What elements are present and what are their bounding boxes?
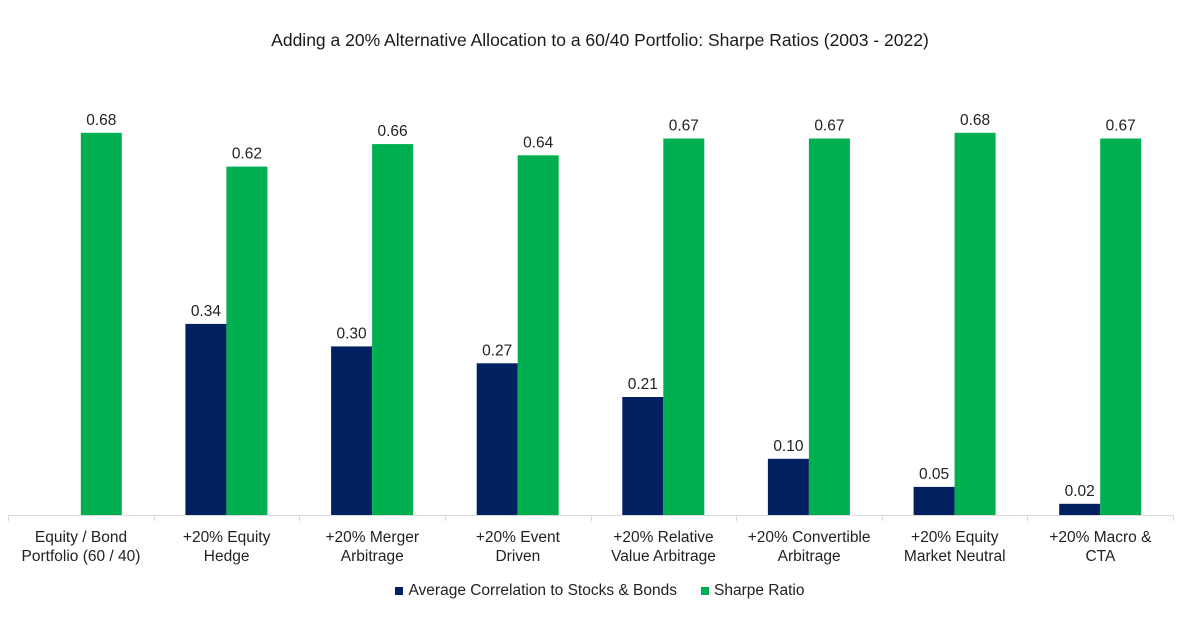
data-label-sharpe: 0.68 (960, 112, 990, 129)
data-label-correlation: 0.05 (919, 466, 949, 483)
x-tick-label: +20% Event Driven (475, 529, 560, 565)
data-label-sharpe: 0.67 (1106, 118, 1136, 135)
bar-correlation (622, 397, 664, 515)
bar-sharpe (808, 138, 850, 515)
legend-swatch-correlation (395, 587, 404, 595)
x-tick-label: +20% Convertible Arbitrage (747, 529, 871, 565)
data-label-correlation: 0.34 (191, 303, 222, 320)
bar-sharpe (663, 138, 705, 515)
legend-item-sharpe: Sharpe Ratio (701, 582, 805, 600)
data-label-correlation: 0.30 (337, 325, 368, 342)
bar-correlation (1059, 503, 1101, 515)
data-label-sharpe: 0.64 (523, 134, 554, 151)
legend: Average Correlation to Stocks & Bonds Sh… (0, 582, 1200, 600)
chart-title: Adding a 20% Alternative Allocation to a… (271, 30, 929, 50)
data-label-correlation: 0.21 (628, 376, 658, 393)
data-label-sharpe: 0.66 (378, 123, 408, 140)
bar-correlation (185, 323, 227, 515)
x-tick-label: Equity / Bond Portfolio (60 / 40) (21, 529, 141, 565)
bar-sharpe (954, 132, 996, 516)
data-label-sharpe: 0.67 (814, 118, 844, 135)
bar-correlation (913, 486, 955, 515)
legend-label-correlation: Average Correlation to Stocks & Bonds (408, 582, 678, 599)
bar-correlation (767, 458, 809, 515)
legend-item-correlation: Average Correlation to Stocks & Bonds (395, 582, 677, 600)
bar-sharpe (80, 132, 122, 516)
data-label-correlation: 0.10 (773, 438, 804, 455)
bar-correlation (476, 363, 518, 515)
x-tick-label: +20% Macro & CTA (1049, 529, 1152, 565)
data-label-sharpe: 0.68 (86, 112, 116, 129)
bar-correlation (331, 346, 373, 515)
bar-sharpe (517, 155, 559, 516)
x-tick-label: +20% Relative Value Arbitrage (611, 529, 716, 565)
data-label-sharpe: 0.62 (232, 146, 262, 163)
legend-label-sharpe: Sharpe Ratio (714, 582, 805, 599)
x-tick-label: +20% Equity Hedge (182, 529, 271, 565)
x-tick-label: +20% Equity Market Neutral (903, 529, 1006, 565)
legend-swatch-sharpe (701, 587, 710, 595)
data-label-correlation: 0.27 (482, 342, 512, 359)
bar-sharpe (226, 166, 268, 515)
bar-sharpe (372, 144, 414, 515)
bar-sharpe (1100, 138, 1142, 515)
data-label-sharpe: 0.67 (669, 118, 699, 135)
x-tick-label: +20% Merger Arbitrage (325, 529, 419, 565)
data-label-correlation: 0.02 (1065, 483, 1095, 500)
